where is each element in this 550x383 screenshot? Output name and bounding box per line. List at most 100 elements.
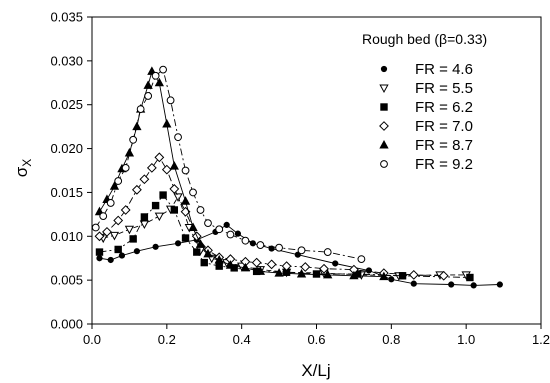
data-point	[107, 256, 114, 264]
data-point	[195, 239, 206, 248]
data-point	[215, 262, 223, 270]
data-point	[174, 133, 182, 142]
data-point	[166, 96, 175, 105]
data-point	[296, 268, 307, 278]
data-point	[274, 268, 284, 277]
plot-frame	[91, 16, 542, 325]
legend-marker	[380, 160, 388, 168]
y-tick-label: 0.020	[50, 141, 83, 156]
data-point	[174, 240, 182, 247]
data-point	[96, 255, 103, 262]
data-point	[408, 269, 419, 280]
data-point	[410, 280, 417, 287]
data-point	[99, 212, 108, 221]
data-point	[146, 162, 157, 173]
series-6	[91, 65, 366, 263]
data-point	[151, 71, 160, 80]
legend-marker	[379, 139, 389, 149]
data-point	[332, 260, 339, 267]
data-point	[398, 272, 407, 280]
series-4	[94, 152, 449, 281]
data-point	[189, 188, 197, 197]
legend: Rough bed (β=0.33) FR = 4.6 FR = 5.5 FR = …	[362, 31, 487, 173]
data-point	[124, 225, 135, 235]
data-point	[124, 147, 135, 157]
x-axis-title: X/Lj	[301, 361, 330, 380]
data-point	[203, 248, 213, 258]
data-point	[281, 261, 292, 272]
data-point	[225, 260, 236, 269]
legend-label: FR = 5.5	[415, 80, 473, 97]
data-point	[159, 191, 167, 199]
data-point	[102, 226, 112, 237]
x-tick-label: 0.0	[83, 332, 101, 347]
data-point	[159, 65, 167, 74]
x-tick-label: 0.6	[307, 332, 325, 347]
data-point	[169, 161, 179, 170]
data-point	[151, 201, 160, 210]
data-point	[204, 219, 212, 228]
data-point	[120, 205, 131, 215]
data-point	[129, 135, 138, 144]
data-point	[323, 248, 332, 256]
y-tick-label: 0.010	[50, 229, 83, 244]
data-point	[294, 251, 301, 258]
x-tick-label: 0.2	[158, 332, 176, 347]
plot-area	[91, 65, 503, 289]
series-5	[94, 66, 389, 281]
data-point	[268, 245, 275, 252]
data-point	[365, 267, 372, 274]
data-point	[300, 262, 311, 272]
y-tick-label: 0.000	[50, 317, 83, 332]
data-point	[323, 269, 333, 279]
data-point	[251, 257, 262, 268]
data-point	[113, 215, 124, 226]
data-point	[379, 271, 389, 281]
series-3	[95, 191, 474, 282]
data-point	[136, 105, 145, 113]
data-point	[133, 248, 140, 255]
data-point	[240, 262, 251, 272]
y-tick-label: 0.030	[50, 53, 83, 68]
legend-label: FR = 6.2	[415, 99, 473, 116]
data-point	[200, 258, 208, 267]
data-point	[256, 241, 265, 249]
data-point	[275, 243, 283, 252]
y-tick-label: 0.025	[50, 97, 83, 112]
y-tick-label: 0.005	[50, 273, 83, 288]
data-point	[266, 259, 277, 270]
y-axis-title-sub: X	[20, 159, 34, 167]
data-point	[95, 248, 104, 256]
data-point	[357, 255, 366, 263]
data-point	[114, 245, 122, 254]
data-point	[193, 248, 201, 256]
data-point	[109, 231, 120, 241]
data-point	[144, 92, 153, 100]
data-point	[154, 212, 164, 222]
data-point	[297, 246, 306, 255]
legend-label: FR = 8.7	[415, 137, 473, 154]
legend-marker	[379, 121, 389, 131]
data-point	[169, 184, 180, 194]
y-tick-label: 0.015	[50, 185, 83, 200]
data-point	[349, 270, 359, 280]
data-point	[181, 166, 190, 175]
y-axis-title: σX	[12, 159, 34, 178]
legend-label: FR = 9.2	[415, 156, 473, 173]
x-tick-label: 1.2	[532, 332, 550, 347]
data-point	[152, 243, 159, 250]
data-point	[162, 118, 172, 128]
series-line	[99, 156, 444, 277]
data-point	[91, 223, 100, 232]
data-point	[234, 230, 242, 237]
legend-label: FR = 4.6	[415, 61, 473, 78]
axes: 0.0 0.2 0.4 0.6 0.8 1.0 1.2 0.000 0.005 0.010 0.01…	[50, 10, 550, 348]
series-line	[99, 194, 470, 278]
legend-label: FR = 7.0	[415, 118, 473, 135]
legend-marker	[380, 65, 388, 73]
data-point	[181, 234, 190, 242]
data-point	[173, 193, 183, 202]
legend-marker	[380, 103, 388, 111]
data-point	[114, 177, 123, 185]
